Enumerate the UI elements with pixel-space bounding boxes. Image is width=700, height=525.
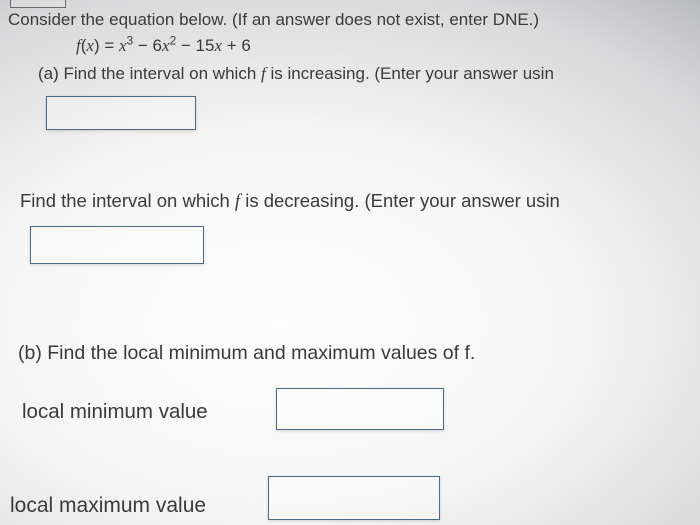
part-b-text: (b) Find the local minimum and maximum v… (10, 342, 700, 365)
part-a-text: (a) Find the interval on which f is incr… (30, 64, 700, 84)
equation: f(x) = x3 − 6x2 − 15x + 6 (68, 36, 700, 56)
worksheet-page: Consider the equation below. (If an answ… (0, 0, 700, 525)
answer-box-local-max[interactable] (268, 476, 440, 520)
answer-box-decreasing[interactable] (30, 226, 204, 264)
part-a2-text: Find the interval on which f is decreasi… (12, 190, 700, 213)
intro-text: Consider the equation below. (If an answ… (0, 10, 700, 30)
answer-box-increasing[interactable] (46, 96, 196, 130)
tab-fragment (10, 0, 66, 8)
answer-box-local-min[interactable] (276, 388, 444, 430)
